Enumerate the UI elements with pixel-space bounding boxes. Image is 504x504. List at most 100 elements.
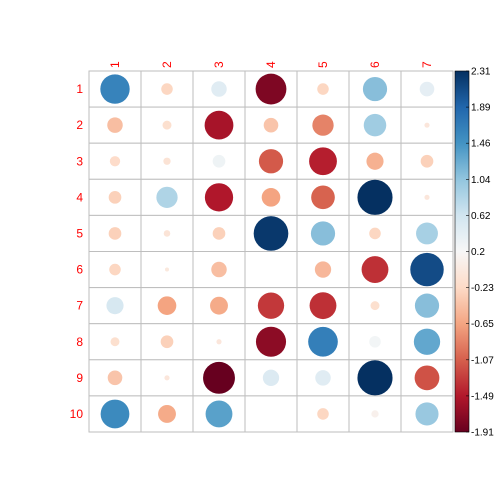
colorbar-tick-label: 1.04 [471,175,491,186]
colorbar-tick-label: 1.46 [471,139,491,150]
colorbar-tick-label: -1.07 [471,355,494,366]
row-label: 9 [76,371,83,385]
data-circle [255,73,287,105]
column-label: 5 [316,61,330,68]
row-label: 10 [70,407,84,421]
data-circle [416,222,438,245]
grid-cell [88,178,142,216]
column-label: 4 [264,61,278,68]
data-circle [110,337,120,347]
column-label: 6 [368,61,382,68]
data-circle [107,370,123,386]
data-circle [204,183,234,212]
column-labels: 1 2 3 4 5 6 7 [108,61,434,68]
data-circle [258,149,284,174]
data-circle [257,292,285,319]
data-circle [317,83,329,95]
data-circle [262,369,280,387]
data-circle [317,408,329,420]
data-circle [363,113,387,137]
data-circle [369,335,381,348]
row-label: 5 [76,226,83,240]
data-circle [211,261,227,278]
data-circle [204,110,234,140]
data-circle [156,186,178,208]
data-circle [203,361,235,394]
data-circle [160,335,174,349]
colorbar: 2.31 1.89 1.46 1.04 0.62 0.2 -0.23 -0.65 -1.07 -1… [454,67,494,439]
row-label: 7 [76,299,83,313]
column-label: 2 [160,61,174,68]
row-label: 2 [76,118,83,132]
row-label: 3 [76,154,83,168]
data-circle [205,400,233,428]
data-circle [163,157,171,165]
data-circle [157,296,177,315]
data-circle [263,117,279,133]
colorbar-tick-label: 1.89 [471,103,491,114]
grid-cell [88,106,142,144]
data-circle [216,339,222,345]
column-label: 3 [212,61,226,68]
data-circle [366,152,384,170]
data-circle [310,221,336,246]
data-circle [162,120,172,130]
data-circle [419,81,435,97]
data-circle [261,188,281,207]
data-circle [109,156,121,167]
data-circle [369,227,381,240]
data-circle [212,227,226,240]
grid-cell [400,106,454,144]
data-circle [308,326,338,357]
data-circle [414,293,440,318]
data-circle [212,154,226,168]
data-circle [164,375,170,381]
data-circle [370,301,380,311]
colorbar-tick-label: -0.23 [471,283,494,294]
data-circle [315,370,331,386]
circle-layer [100,73,444,429]
data-circle [109,263,121,276]
data-circle [361,256,389,283]
data-circle [357,179,393,215]
data-circle [253,216,289,251]
data-circle [106,297,124,315]
data-circle [309,147,337,176]
data-circle [309,292,337,320]
data-circle [108,191,122,204]
data-circle [410,252,444,287]
data-circle [311,185,335,210]
colorbar-tick-label: -1.49 [471,391,494,402]
column-label: 1 [108,61,122,68]
data-circle [413,328,441,355]
data-circle [100,74,130,104]
grid-cell [244,251,298,289]
colorbar-tick-label: 0.62 [471,211,491,222]
data-circle [158,405,176,423]
row-label: 4 [76,190,83,204]
data-circle [163,230,171,237]
data-circle [100,399,130,429]
colorbar-tick-label: -0.65 [471,319,494,330]
data-circle [415,402,439,426]
data-circle [164,267,169,272]
data-circle [357,360,393,396]
data-circle [161,83,173,95]
row-labels: 1 2 3 4 5 6 7 8 9 10 [70,82,84,421]
data-circle [424,194,430,200]
colorbar-tick-label: 2.31 [471,67,491,78]
data-circle [414,365,440,391]
column-label: 7 [420,61,434,68]
row-label: 1 [76,82,83,96]
data-circle [420,154,434,168]
grid-cell [244,395,298,433]
data-circle [210,296,228,315]
data-circle [255,326,287,357]
row-label: 6 [76,263,83,277]
data-circle [424,122,430,128]
data-circle [312,114,334,136]
row-label: 8 [76,335,83,349]
colorbar-tick-label: -1.91 [471,428,494,439]
data-circle [314,261,332,278]
